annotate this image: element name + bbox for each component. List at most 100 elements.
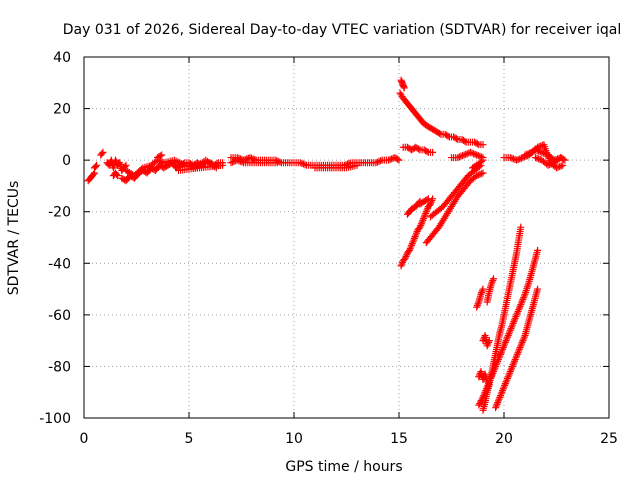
- data-point: [397, 262, 405, 270]
- data-point: [559, 161, 567, 169]
- data-point: [417, 220, 425, 228]
- data-point: [534, 143, 542, 151]
- data-point: [429, 148, 437, 156]
- data-point: [273, 159, 281, 167]
- y-tick-label: 40: [53, 50, 71, 66]
- data-point: [508, 321, 516, 329]
- data-point: [511, 314, 519, 322]
- data-point: [420, 215, 427, 223]
- data-point: [492, 362, 500, 370]
- data-point: [476, 398, 484, 406]
- data-point: [497, 392, 504, 400]
- data-point: [413, 229, 420, 237]
- data-point: [561, 156, 569, 164]
- data-point: [422, 209, 430, 217]
- data-point: [353, 161, 361, 169]
- data-point: [476, 400, 484, 408]
- data-point: [494, 356, 502, 364]
- data-point: [477, 290, 485, 298]
- data-point: [423, 206, 431, 214]
- data-point: [372, 159, 380, 167]
- data-point: [494, 397, 502, 405]
- data-point: [512, 354, 520, 362]
- data-point: [385, 156, 392, 164]
- data-point: [506, 369, 514, 377]
- data-point: [513, 352, 521, 360]
- data-point: [534, 246, 542, 254]
- data-point: [497, 390, 505, 398]
- data-point: [410, 236, 418, 244]
- data-point: [556, 163, 564, 171]
- data-point: [518, 297, 526, 305]
- data-point: [468, 149, 476, 157]
- data-point: [99, 148, 107, 156]
- data-point: [487, 280, 495, 288]
- data-point: [473, 172, 481, 180]
- data-point: [386, 155, 394, 163]
- data-point: [444, 132, 452, 140]
- data-point: [490, 368, 497, 376]
- data-point: [555, 155, 563, 163]
- data-point: [398, 260, 406, 268]
- y-tick-label: 0: [62, 153, 71, 169]
- data-point: [520, 335, 528, 343]
- data-point: [501, 340, 509, 348]
- x-tick-label: 10: [285, 431, 303, 447]
- data-point: [494, 357, 502, 365]
- data-point: [498, 388, 506, 396]
- data-point: [492, 404, 500, 412]
- data-point: [514, 155, 522, 163]
- data-point: [422, 208, 430, 216]
- data-point: [517, 301, 525, 309]
- tick-layer: 0 5 10 15 20 25 -100 -80 -60 -40 -20 0 20 40: [39, 50, 618, 447]
- data-point: [418, 218, 426, 226]
- data-point: [505, 330, 513, 338]
- data-point: [478, 287, 486, 295]
- data-point: [507, 325, 515, 333]
- data-point: [497, 350, 504, 358]
- data-point: [515, 345, 523, 353]
- data-point: [408, 240, 416, 248]
- data-point: [499, 345, 507, 353]
- data-point: [409, 238, 417, 246]
- data-point: [485, 338, 493, 346]
- data-point: [517, 223, 525, 231]
- data-point: [473, 151, 481, 159]
- data-point: [402, 252, 410, 260]
- data-point: [509, 361, 517, 369]
- data-point: [511, 357, 518, 365]
- data-point: [471, 150, 479, 158]
- data-point: [510, 359, 518, 367]
- data-point: [483, 378, 491, 386]
- data-point: [488, 371, 496, 379]
- data-point: [410, 234, 418, 242]
- x-tick-label: 20: [495, 431, 513, 447]
- data-point: [519, 295, 527, 303]
- data-point: [485, 380, 493, 388]
- data-point: [474, 152, 482, 160]
- data-point: [377, 157, 385, 165]
- data-point: [235, 157, 243, 165]
- data-point: [499, 386, 507, 394]
- data-point: [219, 161, 227, 169]
- data-point: [508, 364, 516, 372]
- chart-title: Day 031 of 2026, Sidereal Day-to-day VTE…: [63, 22, 621, 38]
- data-point: [546, 161, 554, 169]
- data-point: [423, 148, 431, 156]
- data-point: [512, 313, 520, 321]
- data-point: [505, 371, 513, 379]
- data-point: [496, 393, 504, 401]
- data-point: [516, 302, 524, 310]
- data-point: [473, 301, 481, 309]
- data-point: [495, 395, 503, 403]
- data-point: [520, 333, 528, 341]
- data-point: [506, 368, 514, 376]
- data-point: [233, 156, 241, 164]
- data-point: [495, 354, 503, 362]
- y-tick-label: -40: [48, 256, 71, 272]
- data-point: [462, 150, 470, 158]
- data-point: [554, 163, 562, 171]
- data-point: [296, 159, 304, 167]
- x-tick-label: 15: [390, 431, 408, 447]
- data-point: [470, 150, 478, 158]
